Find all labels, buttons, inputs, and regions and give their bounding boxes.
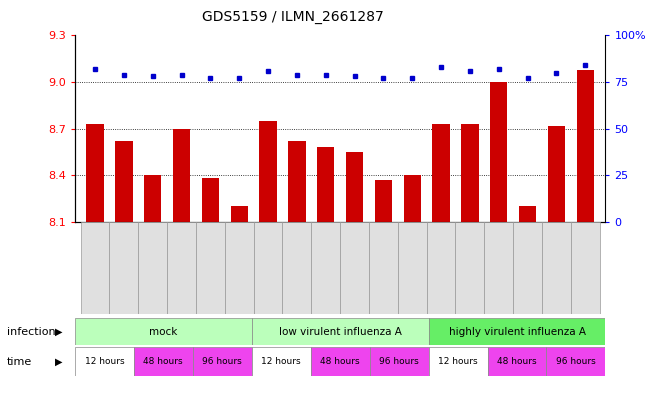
- Bar: [426, 222, 456, 314]
- Bar: [138, 222, 167, 314]
- Bar: [202, 178, 219, 222]
- Bar: [167, 222, 196, 314]
- Bar: [230, 206, 248, 222]
- Bar: [87, 124, 104, 222]
- Text: mock: mock: [149, 327, 178, 337]
- Text: infection: infection: [7, 327, 55, 337]
- Bar: [259, 121, 277, 222]
- Bar: [519, 206, 536, 222]
- Bar: [547, 126, 565, 222]
- Text: 96 hours: 96 hours: [380, 357, 419, 366]
- Text: 48 hours: 48 hours: [320, 357, 360, 366]
- Bar: [369, 222, 398, 314]
- Bar: [252, 347, 311, 376]
- Text: 48 hours: 48 hours: [497, 357, 537, 366]
- Bar: [254, 222, 283, 314]
- Text: 12 hours: 12 hours: [438, 357, 478, 366]
- Text: ▶: ▶: [55, 327, 63, 337]
- Bar: [484, 222, 513, 314]
- Bar: [542, 222, 571, 314]
- Bar: [252, 318, 428, 345]
- Text: 12 hours: 12 hours: [262, 357, 301, 366]
- Bar: [193, 347, 252, 376]
- Bar: [81, 222, 109, 314]
- Bar: [225, 222, 254, 314]
- Bar: [134, 347, 193, 376]
- Bar: [432, 124, 450, 222]
- Bar: [513, 222, 542, 314]
- Bar: [462, 124, 478, 222]
- Bar: [428, 347, 488, 376]
- Text: 12 hours: 12 hours: [85, 357, 124, 366]
- Bar: [571, 222, 600, 314]
- Bar: [398, 222, 426, 314]
- Bar: [173, 129, 190, 222]
- Bar: [404, 175, 421, 222]
- Bar: [115, 141, 133, 222]
- Text: GDS5159 / ILMN_2661287: GDS5159 / ILMN_2661287: [202, 10, 384, 24]
- Bar: [488, 347, 546, 376]
- Bar: [283, 222, 311, 314]
- Bar: [375, 180, 392, 222]
- Bar: [317, 147, 335, 222]
- Bar: [311, 222, 340, 314]
- Bar: [196, 222, 225, 314]
- Bar: [577, 70, 594, 222]
- Bar: [490, 82, 507, 222]
- Text: 96 hours: 96 hours: [556, 357, 596, 366]
- Bar: [346, 152, 363, 222]
- Bar: [288, 141, 305, 222]
- Text: low virulent influenza A: low virulent influenza A: [279, 327, 402, 337]
- Bar: [546, 347, 605, 376]
- Bar: [340, 222, 369, 314]
- Bar: [75, 318, 252, 345]
- Text: 48 hours: 48 hours: [143, 357, 183, 366]
- Text: time: time: [7, 357, 32, 367]
- Text: 96 hours: 96 hours: [202, 357, 242, 366]
- Bar: [109, 222, 138, 314]
- Bar: [75, 347, 134, 376]
- Bar: [370, 347, 428, 376]
- Bar: [311, 347, 370, 376]
- Text: highly virulent influenza A: highly virulent influenza A: [449, 327, 585, 337]
- Bar: [428, 318, 605, 345]
- Bar: [456, 222, 484, 314]
- Bar: [144, 175, 161, 222]
- Text: ▶: ▶: [55, 357, 63, 367]
